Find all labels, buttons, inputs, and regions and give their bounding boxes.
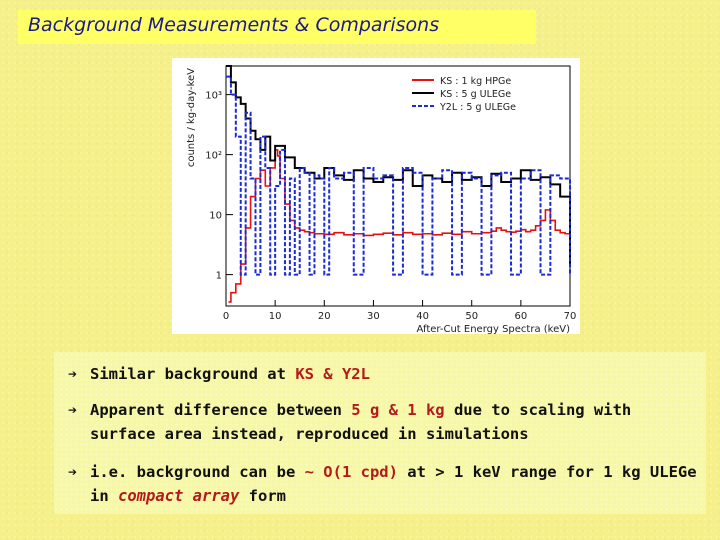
arrow-bullet-icon: ➔ (68, 463, 78, 481)
arrow-bullet-icon: ➔ (68, 401, 78, 419)
legend-label: KS : 1 kg HPGe (440, 76, 511, 87)
y-axis-label: counts / kg-day-keV (186, 68, 197, 167)
y-tick-label: 10 (209, 211, 222, 222)
highlight-text: 5 g & 1 kg (351, 401, 445, 419)
bullet-text: i.e. background can be ~ O(1 cpd) at > 1… (90, 460, 698, 508)
bullet-list: ➔ Similar background at KS & Y2L ➔ Appar… (54, 352, 706, 514)
x-tick-label: 50 (465, 311, 478, 322)
bullet-fragment: due to scaling with surface area instead… (90, 401, 632, 443)
series-line-ks-ulege (226, 65, 571, 265)
highlight-text: KS & Y2L (295, 365, 370, 383)
legend-label: Y2L : 5 g ULEGe (439, 102, 516, 113)
y-tick-label: 10³ (205, 91, 222, 102)
y-tick-label: 10² (205, 151, 222, 162)
slide-title: Background Measurements & Comparisons (28, 14, 440, 36)
bullet-fragment: Similar background at (90, 365, 296, 383)
bullet-fragment: at > 1 keV range for 1 kg ULEGe in (90, 463, 697, 505)
title-banner: Background Measurements & Comparisons (18, 10, 536, 44)
highlight-text: compact array (118, 487, 240, 505)
y-tick-label: 1 (216, 271, 222, 282)
x-tick-label: 0 (223, 311, 229, 322)
bullet-text: Apparent difference between 5 g & 1 kg d… (90, 398, 698, 446)
legend-label: KS : 5 g ULEGe (440, 89, 511, 100)
x-tick-label: 20 (318, 311, 331, 322)
series-line-y2l-ulege (226, 75, 571, 276)
highlight-text: ~ O(1 cpd) (304, 463, 398, 481)
x-tick-label: 40 (416, 311, 429, 322)
spectrum-plot: 0 10 20 30 40 50 60 70 1 10 10² 10³ After-Cut Energy… (172, 58, 580, 334)
bullet-fragment: i.e. background can be (90, 463, 305, 481)
x-tick-label: 10 (269, 311, 282, 322)
x-tick-label: 60 (514, 311, 527, 322)
bullet-fragment: form (239, 487, 286, 505)
bullet-fragment: Apparent difference between (90, 401, 352, 419)
chart-canvas: 0 10 20 30 40 50 60 70 1 10 10² 10³ After-Cut Energy… (186, 65, 577, 334)
x-tick-label: 30 (367, 311, 380, 322)
arrow-bullet-icon: ➔ (68, 365, 78, 383)
x-tick-label: 70 (564, 311, 577, 322)
x-axis-label: After-Cut Energy Spectra (keV) (416, 324, 570, 334)
bullet-text: Similar background at KS & Y2L (90, 362, 698, 386)
